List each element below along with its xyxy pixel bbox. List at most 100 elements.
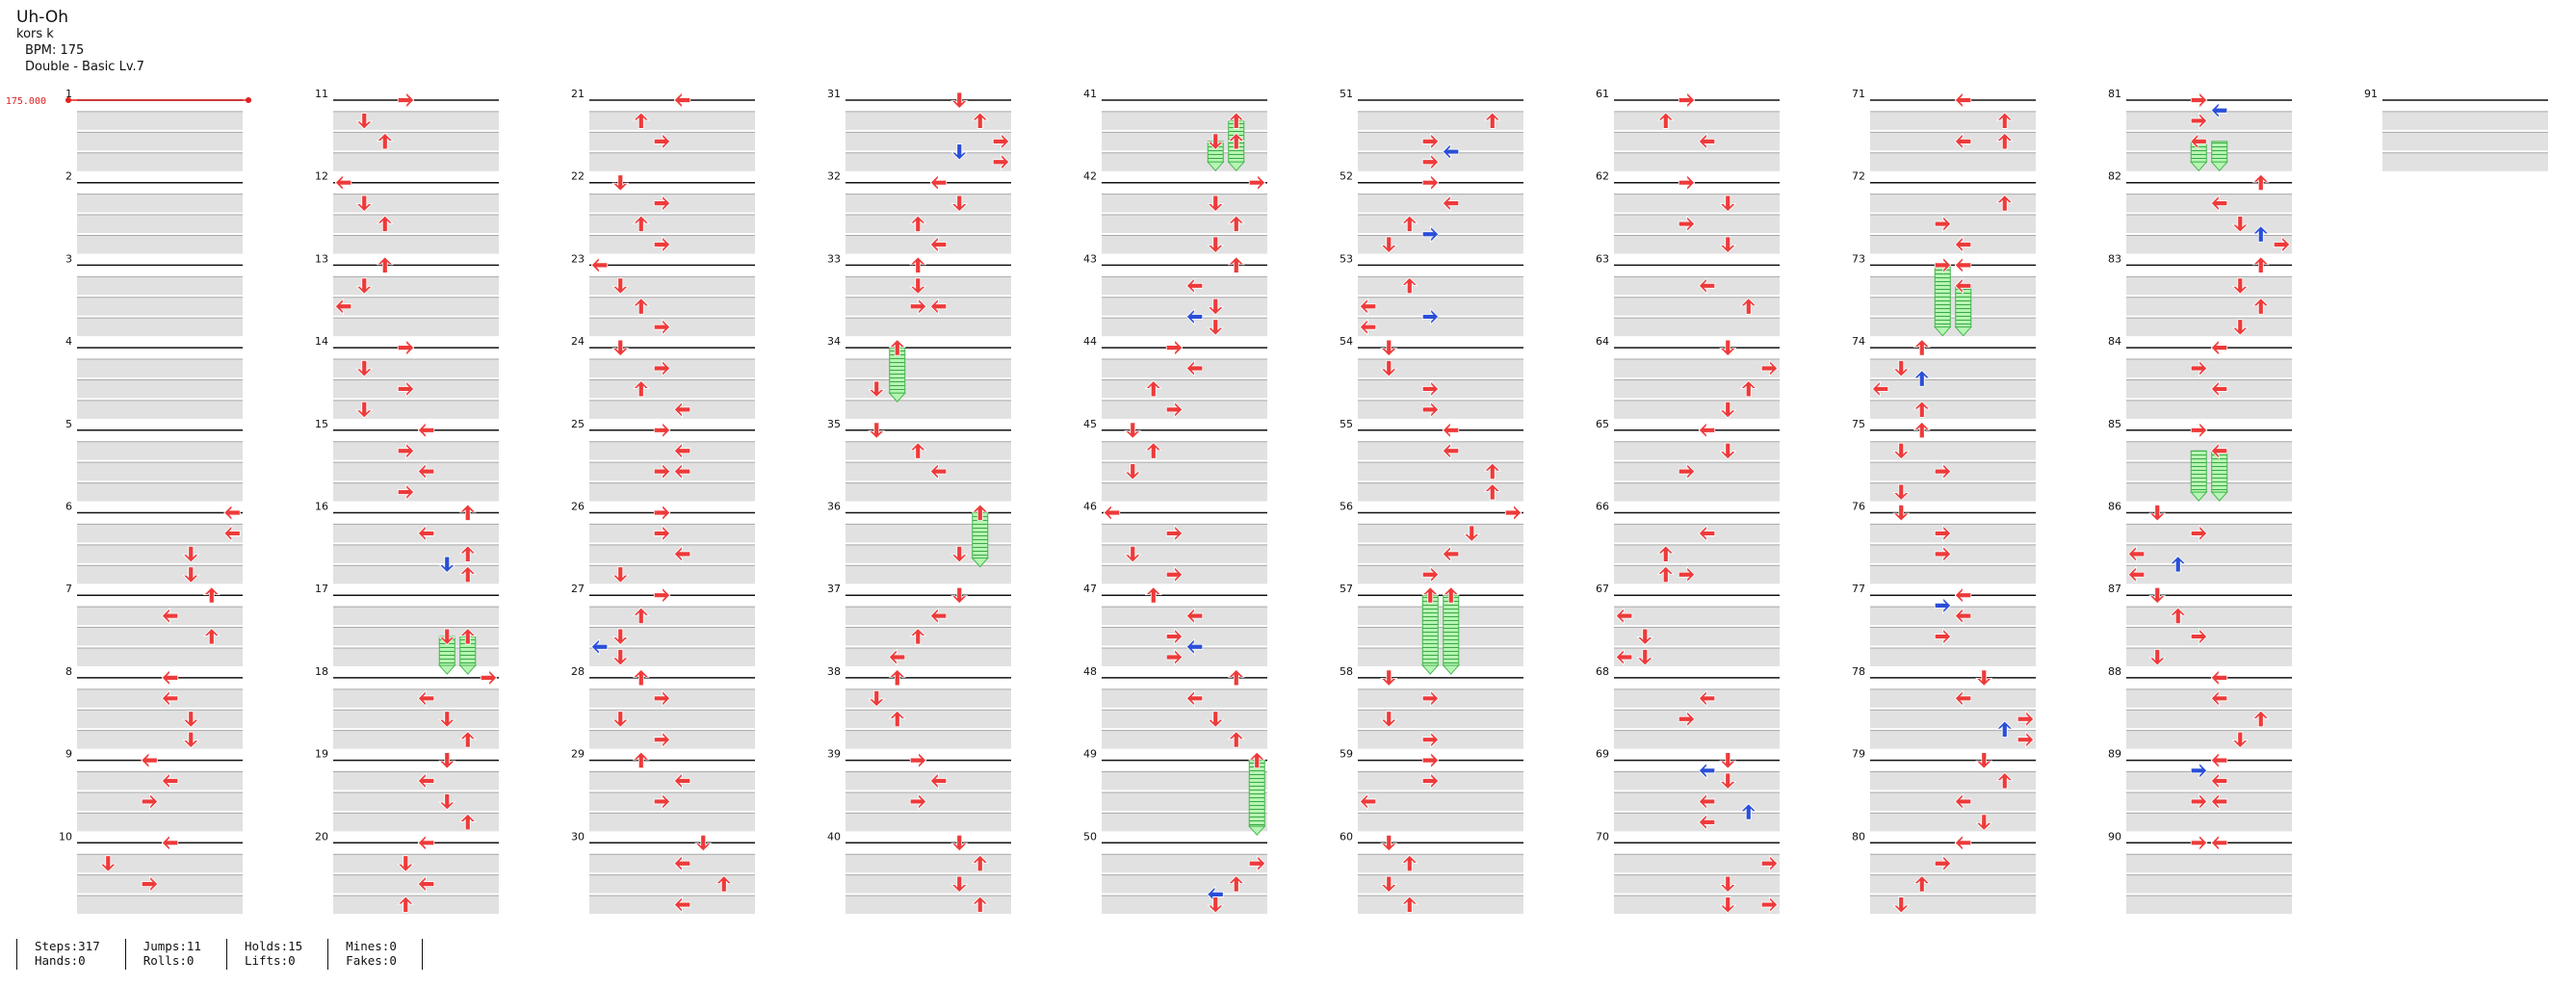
arrow-right-icon [2190,421,2208,439]
measure-number: 19 [315,748,328,761]
measure-number: 77 [1852,583,1865,595]
measure-79: 79 [1852,748,2036,832]
arrow-right-icon [141,875,159,894]
beat-stripe [333,111,499,130]
beat-stripe [1102,297,1267,316]
measure-7: 7 [65,583,243,666]
arrow-down-icon [950,195,969,213]
hold-tail [2210,161,2228,172]
hold-tail [2210,491,2228,502]
arrow-left-icon [2127,565,2146,584]
arrow-up-icon [909,627,927,645]
beat-stripe [1870,771,2036,791]
arrow-right-icon [1421,132,1440,150]
arrow-right-icon [909,298,927,316]
arrow-right-icon [397,442,415,460]
arrow-right-icon [1678,215,1696,233]
arrow-down-icon [950,586,969,605]
arrow-right-icon [909,751,927,769]
arrow-down-icon [1124,463,1142,480]
arrow-right-icon [1934,545,1952,563]
measure-number: 41 [1083,88,1097,100]
beat-stripe [589,688,755,708]
measure-number: 4 [65,335,72,348]
beat-stripe [333,647,499,666]
measure-number: 58 [1340,665,1353,678]
arrow-up-icon [632,112,650,129]
beat-stripe [1102,710,1267,729]
beat-stripe [1102,400,1267,419]
beat-stripe [1102,359,1267,378]
beat-stripe [589,710,755,729]
beat-stripe [1614,771,1780,791]
beat-stripe [1870,607,2036,626]
measure-77: 77 [1852,583,2036,666]
arrow-left-icon [673,442,691,460]
song-artist: kors k [16,27,54,41]
arrow-up-icon [458,504,477,521]
arrow-up-icon [2251,173,2270,192]
arrow-right-icon [2190,112,2208,130]
arrow-down-icon [1380,875,1398,894]
beat-stripe [1102,462,1267,481]
measure-number: 60 [1340,830,1353,843]
measure-number: 47 [1083,583,1097,595]
measure-number: 17 [315,583,328,595]
measure-number: 45 [1083,418,1097,430]
arrow-left-icon [929,607,948,625]
beat-stripe [1358,565,1523,584]
beat-stripe [77,854,243,873]
beat-stripe [1870,152,2036,171]
arrow-up-icon [376,256,394,273]
beat-stripe [1614,132,1780,151]
beat-stripe [846,441,1011,460]
arrow-up-icon [1995,112,2014,129]
beat-stripe [1358,710,1523,729]
beat-stripe [1870,854,2036,873]
arrow-down-icon [1719,236,1737,254]
beat-stripe [1358,544,1523,563]
beat-stripe [846,710,1011,729]
beat-stripe [1870,462,2036,481]
arrow-up-icon [1656,112,1675,129]
arrow-down-icon [182,731,200,749]
arrow-left-icon [1615,648,1633,666]
bpm-marker-label: 175.000 [6,96,46,107]
measure-number: 74 [1852,335,1865,348]
beat-stripe [2126,874,2292,894]
beat-stripe [589,524,755,543]
bpm-marker-start [65,97,71,103]
beat-stripe [846,111,1011,130]
arrow-left-icon [1698,524,1716,542]
beat-stripe [2126,482,2292,502]
beat-stripe [1870,524,2036,543]
measure-number: 57 [1340,583,1353,595]
arrow-right-icon [1760,895,1779,914]
beat-stripe [333,400,499,419]
arrow-down-icon [1892,896,1911,914]
beat-stripe [77,544,243,563]
arrow-left-icon [1954,276,1972,295]
beat-stripe [77,730,243,749]
beat-stripe [846,771,1011,791]
measure-number: 75 [1852,418,1865,430]
beat-stripe [333,544,499,563]
beat-stripe [2382,132,2548,151]
arrow-left-icon [1698,813,1716,831]
arrow-up-icon [1421,586,1440,604]
measure-86: 86 [2108,501,2292,584]
arrow-up-icon [888,668,906,687]
arrow-right-icon [480,668,498,687]
arrow-left-icon [141,751,158,769]
beat-stripe [589,647,755,666]
beat-stripe [589,730,755,749]
beat-stripe [846,235,1011,254]
arrow-up-icon [888,710,906,728]
measure-90: 90 [2108,830,2292,915]
measure-17: 17 [315,583,499,666]
measure-number: 16 [315,501,328,513]
arrow-down-icon [1207,298,1225,316]
arrow-up-icon [2169,607,2187,625]
arrow-left-icon [673,545,691,563]
arrow-down-icon [2231,277,2250,295]
